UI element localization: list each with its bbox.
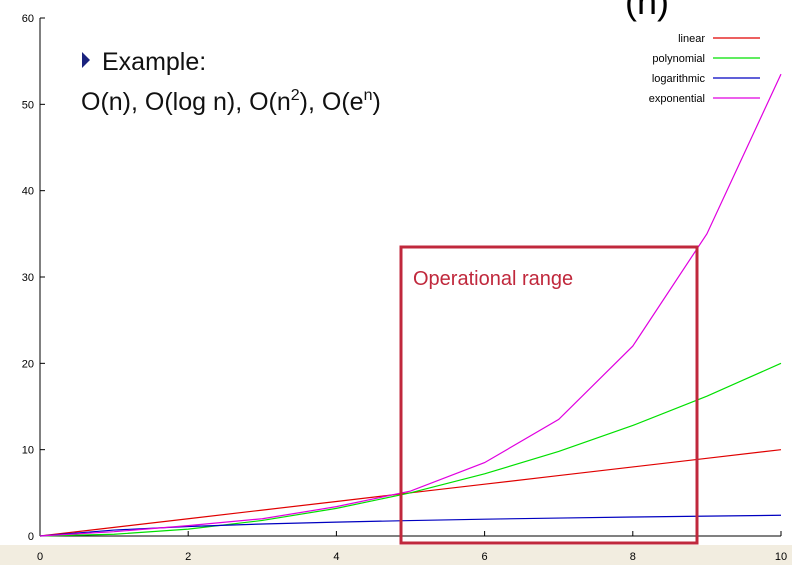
y-tick-label: 50: [22, 99, 34, 111]
series-line: [39, 514, 782, 537]
title-fragment: (n): [625, 0, 669, 22]
bullet-icon: [82, 52, 90, 68]
x-tick-label: 10: [775, 551, 787, 563]
superscript: n: [364, 87, 373, 104]
examples-part: ): [372, 88, 380, 116]
x-tick-label: 2: [185, 551, 191, 563]
x-tick-label: 8: [630, 551, 636, 563]
annotation: Operational range: [413, 268, 573, 290]
y-tick-label: 60: [22, 13, 34, 25]
y-tick-label: 40: [22, 186, 34, 198]
x-tick-label: 0: [37, 551, 43, 563]
plot: 0 10 20 30 40 50 60 0 2 4 6 8 10 linear polynomial loga…: [22, 13, 787, 563]
legend-label: logarithmic: [652, 73, 706, 85]
bullet-text: Example:: [102, 48, 206, 76]
superscript: 2: [291, 87, 300, 104]
x-tick-label: 6: [482, 551, 488, 563]
examples-part: ), O(e: [300, 88, 364, 116]
series-line: [39, 73, 782, 537]
legend-label: exponential: [649, 93, 705, 105]
y-tick-label: 20: [22, 358, 34, 370]
x-tick-label: 4: [333, 551, 339, 563]
bottom-strip: [0, 545, 792, 565]
legend-label: polynomial: [652, 53, 705, 65]
y-tick-label: 10: [22, 445, 34, 457]
legend-label: linear: [678, 33, 705, 45]
y-tick-label: 0: [28, 531, 34, 543]
y-tick-label: 30: [22, 272, 34, 284]
examples: O(n), O(log n), O(n2), O(en): [81, 87, 381, 116]
examples-part: O(n), O(log n), O(n: [81, 88, 291, 116]
range-box: [399, 245, 699, 545]
series-line: [39, 362, 782, 537]
